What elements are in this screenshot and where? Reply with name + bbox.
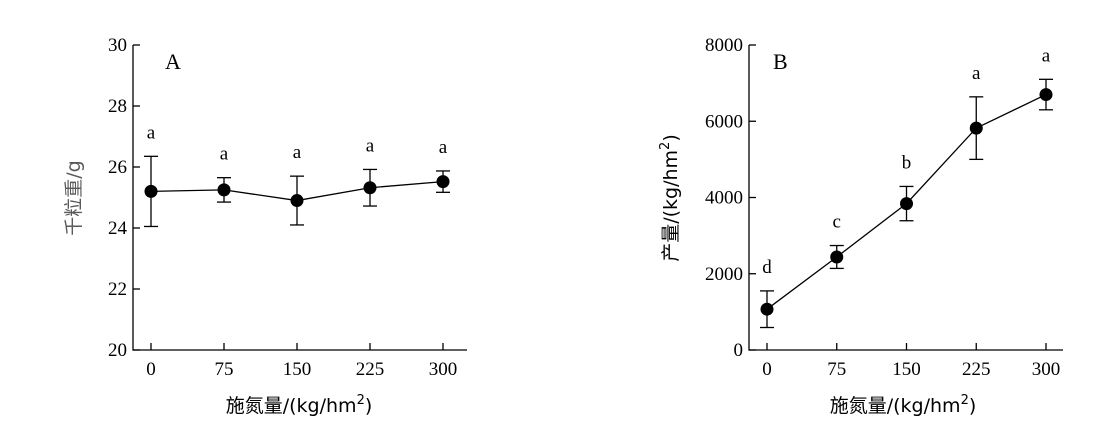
x-tick-label: 75	[827, 359, 846, 380]
x-axis-title-b-sup: 2	[961, 393, 969, 408]
x-tick-label: 225	[356, 359, 385, 380]
x-axis-title-a-end: )	[365, 395, 372, 417]
significance-letter: a	[1042, 45, 1051, 66]
data-point	[760, 302, 774, 316]
error-bars-a	[144, 155, 450, 228]
x-axis-title-a-text: 施氮量/(kg/hm	[226, 395, 357, 417]
y-axis-title-b: 产量/(kg/hm2)	[658, 134, 682, 262]
x-tick-label: 0	[146, 359, 156, 380]
y-tick-label: 20	[108, 340, 127, 361]
axes-frame-b	[748, 45, 1063, 351]
data-point	[969, 121, 983, 135]
x-tick-label: 0	[762, 359, 772, 380]
data-point	[436, 175, 450, 189]
data-point	[900, 197, 913, 211]
x-tick-label: 300	[429, 359, 458, 380]
chart-panel-a: 20 22 24 26 28 30 0 75 150 225 300 a a a a a A 施氮量/(k…	[63, 35, 467, 417]
y-axis-title-b-sup: 2	[658, 142, 673, 150]
data-points-a	[144, 175, 450, 208]
data-point	[1039, 88, 1053, 102]
x-tick-label: 75	[215, 359, 234, 380]
panel-label-a: A	[165, 49, 181, 74]
x-tick-label: 300	[1032, 359, 1061, 380]
significance-letter: b	[902, 152, 912, 173]
significance-letter: a	[220, 144, 229, 165]
data-point	[363, 181, 377, 195]
y-axis-ticks-b: 0 2000 4000 6000 8000	[705, 35, 756, 361]
x-axis-title-a-sup: 2	[357, 393, 365, 408]
significance-letter: a	[439, 137, 448, 158]
x-axis-title-b-end: )	[969, 395, 976, 417]
significance-letters-b: d c b a a	[762, 45, 1051, 278]
y-tick-label: 6000	[705, 111, 743, 132]
axes-frame-a	[132, 45, 467, 351]
panel-label-b: B	[773, 49, 788, 74]
significance-letter: a	[293, 142, 302, 163]
x-tick-label: 225	[962, 359, 991, 380]
x-axis-ticks-b: 0 75 150 225 300	[762, 343, 1060, 380]
data-point	[144, 184, 158, 198]
x-axis-title-b-text: 施氮量/(kg/hm	[830, 395, 961, 417]
data-point	[830, 250, 844, 264]
x-axis-title-a: 施氮量/(kg/hm2)	[226, 393, 373, 417]
chart-panel-b: 0 2000 4000 6000 8000 0 75 150 225 300 d c b a a B 施…	[658, 35, 1063, 417]
y-axis-title-a: 千粒重/g	[63, 160, 85, 235]
significance-letters-a: a a a a a	[147, 122, 448, 164]
y-tick-label: 30	[108, 35, 127, 56]
data-point	[217, 183, 231, 197]
y-tick-label: 22	[108, 279, 127, 300]
y-tick-label: 8000	[705, 35, 743, 56]
data-points-b	[760, 88, 1053, 316]
y-tick-label: 26	[108, 157, 127, 178]
y-tick-label: 28	[108, 96, 127, 117]
y-axis-title-b-end: )	[660, 134, 682, 141]
x-axis-title-b: 施氮量/(kg/hm2)	[830, 393, 977, 417]
significance-letter: a	[147, 122, 156, 143]
x-axis-ticks-a: 0 75 150 225 300	[146, 343, 457, 380]
y-tick-label: 4000	[705, 188, 743, 209]
x-tick-label: 150	[283, 359, 312, 380]
data-point	[290, 194, 304, 208]
x-tick-label: 150	[892, 359, 921, 380]
y-tick-label: 0	[734, 340, 744, 361]
y-tick-label: 2000	[705, 264, 743, 285]
significance-letter: c	[833, 212, 841, 233]
y-axis-title-b-text: 产量/(kg/hm	[660, 150, 682, 262]
significance-letter: a	[972, 63, 981, 84]
y-tick-label: 24	[108, 218, 128, 239]
significance-letter: a	[366, 135, 375, 156]
significance-letter: d	[762, 257, 772, 278]
y-axis-ticks-a: 20 22 24 26 28 30	[108, 35, 140, 361]
